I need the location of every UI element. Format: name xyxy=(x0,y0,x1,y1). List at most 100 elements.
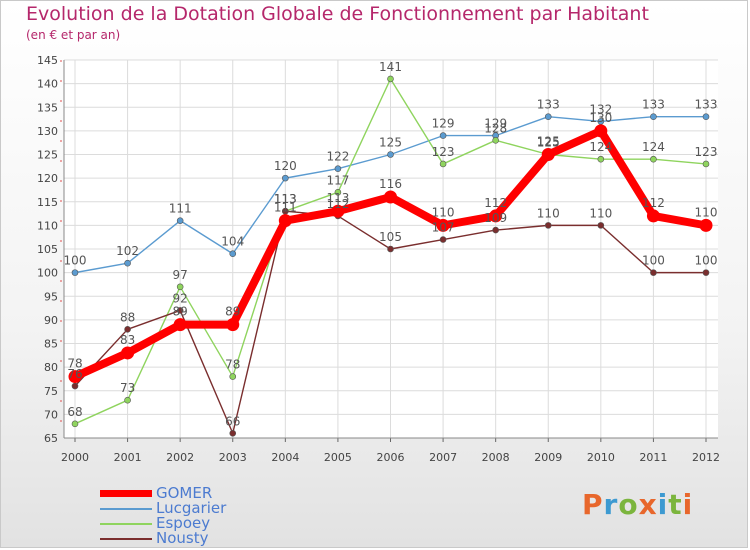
data-point-espoey xyxy=(439,160,447,168)
data-label-gomer: 112 xyxy=(484,196,507,210)
data-point-nousty xyxy=(439,236,447,243)
x-tick-label: 2009 xyxy=(534,451,562,464)
data-label-nousty: 110 xyxy=(589,206,612,220)
data-label-lucgarier: 129 xyxy=(432,117,455,131)
data-label-gomer: 125 xyxy=(537,135,560,149)
data-point-gomer xyxy=(384,190,397,204)
proxiti-logo: Proxiti xyxy=(582,488,693,521)
data-point-espoey xyxy=(334,189,342,196)
data-point-nousty xyxy=(492,226,499,234)
data-label-lucgarier: 133 xyxy=(537,98,560,112)
data-point-gomer xyxy=(68,370,82,384)
data-point-lucgarier xyxy=(650,113,657,120)
data-label-nousty: 110 xyxy=(537,206,560,220)
data-label-lucgarier: 104 xyxy=(221,235,244,249)
legend-label-lucgarier: Lucgarier xyxy=(156,499,227,517)
y-tick-label: 100 xyxy=(37,267,58,280)
logo-letter: i xyxy=(682,488,694,521)
data-label-nousty: 100 xyxy=(642,254,665,268)
data-point-lucgarier xyxy=(282,174,289,182)
data-label-espoey: 78 xyxy=(225,358,240,372)
data-point-lucgarier xyxy=(71,269,79,276)
x-tick-label: 2001 xyxy=(114,451,142,464)
data-label-lucgarier: 120 xyxy=(274,159,297,173)
data-point-espoey xyxy=(229,373,237,380)
data-point-nousty xyxy=(650,269,657,276)
data-label-nousty: 76 xyxy=(67,367,82,381)
x-tick-label: 2005 xyxy=(324,451,352,464)
x-tick-label: 2010 xyxy=(587,451,615,464)
legend-swatch-lucgarier xyxy=(100,508,152,510)
logo-letter: x xyxy=(638,488,658,521)
data-point-espoey xyxy=(124,396,131,404)
legend-swatch-espoey xyxy=(100,523,152,525)
data-label-espoey: 125 xyxy=(537,136,560,150)
y-tick-label: 105 xyxy=(37,243,58,256)
data-point-espoey xyxy=(492,137,499,144)
data-label-espoey: 128 xyxy=(484,121,507,135)
data-point-lucgarier xyxy=(439,132,447,139)
data-label-gomer: 89 xyxy=(173,305,188,319)
data-label-espoey: 68 xyxy=(67,405,82,419)
logo-letter: o xyxy=(618,488,639,521)
data-label-lucgarier: 133 xyxy=(695,98,718,112)
data-point-gomer xyxy=(541,148,555,161)
data-label-espoey: 123 xyxy=(695,145,718,159)
logo-letter: t xyxy=(668,488,683,521)
y-tick-label: 135 xyxy=(37,101,58,114)
chart-title: Evolution de la Dotation Globale de Fonc… xyxy=(26,3,649,25)
legend-label-gomer: GOMER xyxy=(156,484,213,502)
data-label-espoey: 123 xyxy=(432,145,455,159)
y-tick-label: 70 xyxy=(44,408,58,421)
data-point-gomer xyxy=(173,318,187,332)
data-label-nousty: 107 xyxy=(432,221,455,235)
data-point-nousty xyxy=(71,382,79,390)
data-point-lucgarier xyxy=(229,250,237,258)
data-point-espoey xyxy=(597,155,605,163)
data-point-gomer xyxy=(226,318,240,332)
x-tick-label: 2003 xyxy=(219,451,247,464)
data-point-nousty xyxy=(544,222,552,229)
data-label-gomer: 78 xyxy=(67,357,82,371)
data-point-nousty xyxy=(176,307,184,314)
data-point-nousty xyxy=(387,245,394,253)
data-label-lucgarier: 132 xyxy=(589,102,612,116)
logo-letter: i xyxy=(657,488,669,521)
y-tick-label: 65 xyxy=(44,432,58,445)
data-label-lucgarier: 102 xyxy=(116,244,139,258)
data-label-gomer: 110 xyxy=(432,205,455,219)
data-label-lucgarier: 122 xyxy=(326,150,349,164)
data-label-nousty: 88 xyxy=(120,310,135,324)
data-label-gomer: 112 xyxy=(642,196,665,210)
axes: 65 70 75 80 85 90 95 100 105 110 115 120 125 130 135 14… xyxy=(37,54,720,464)
y-tick-label: 80 xyxy=(44,361,58,374)
data-point-espoey xyxy=(650,155,657,163)
data-label-lucgarier: 129 xyxy=(484,117,507,131)
data-point-gomer xyxy=(436,218,450,232)
data-point-gomer xyxy=(489,209,503,223)
y-tick-label: 95 xyxy=(44,290,58,303)
y-tick-label: 140 xyxy=(37,78,58,91)
legend-label-nousty: Nousty xyxy=(156,529,209,547)
data-point-gomer xyxy=(699,218,713,232)
x-tick-label: 2008 xyxy=(482,451,510,464)
legend-swatch-nousty xyxy=(100,538,152,540)
x-tick-label: 2004 xyxy=(271,451,299,464)
data-label-espoey: 113 xyxy=(274,192,297,206)
data-label-espoey: 124 xyxy=(589,140,612,154)
data-label-lucgarier: 111 xyxy=(169,202,192,216)
data-label-nousty: 100 xyxy=(695,254,718,268)
y-tick-label: 75 xyxy=(44,385,58,398)
data-label-gomer: 89 xyxy=(225,305,240,319)
data-label-espoey: 117 xyxy=(326,173,349,187)
y-tick-label: 110 xyxy=(37,219,58,232)
data-point-lucgarier xyxy=(702,113,710,120)
x-tick-label: 2011 xyxy=(639,451,667,464)
logo-letter: P xyxy=(582,488,604,521)
data-label-nousty: 112 xyxy=(326,197,349,211)
data-point-nousty xyxy=(702,269,710,276)
chart-subtitle: (en € et par an) xyxy=(26,28,121,42)
data-point-espoey xyxy=(387,75,394,83)
data-label-espoey: 97 xyxy=(173,268,188,282)
